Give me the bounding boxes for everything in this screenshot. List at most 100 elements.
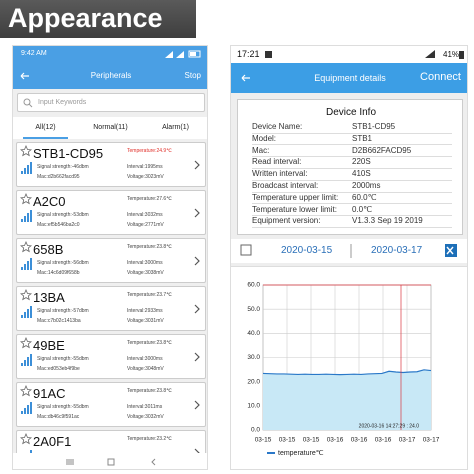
stop-button[interactable]: Stop <box>184 71 201 80</box>
back-arrow <box>20 72 29 80</box>
info-value: D2B662FACD95 <box>352 145 412 155</box>
signal-bar <box>21 219 23 222</box>
device-card[interactable]: 91AC Signal strength:-55dbm Mac:db46c9f591… <box>16 382 206 427</box>
x-tick-label: 03-15 <box>279 437 296 444</box>
info-value: STB1 <box>352 133 373 143</box>
star-icon <box>20 145 33 157</box>
info-divider <box>252 191 452 193</box>
tab[interactable]: Normal(11) <box>78 117 143 139</box>
chevron-icon <box>194 352 200 362</box>
temperature: Temperature:23.7℃ <box>127 292 172 298</box>
signal-bar <box>27 405 29 414</box>
info-value: 60.0℃ <box>352 192 377 202</box>
search-handle <box>28 103 33 108</box>
back-icon <box>20 72 29 80</box>
home-icon <box>107 458 115 466</box>
excel-x <box>446 246 454 255</box>
battery-text: 41% <box>443 50 460 59</box>
device-name: 49BE <box>33 338 65 353</box>
signal-bar <box>21 411 23 414</box>
chevron-icon <box>194 448 200 453</box>
device-name: STB1-CD95 <box>33 146 104 161</box>
device-card[interactable]: 13BA Signal strength:-57dbm Mac:c7b02c1413… <box>16 286 206 331</box>
temperature: Temperature:23.2℃ <box>127 436 172 442</box>
signal-icon <box>165 51 184 58</box>
voltage: Voltage:3048mV <box>127 366 164 372</box>
signal-bar <box>30 258 32 270</box>
chevron <box>194 352 200 362</box>
app-bar: Peripherals Stop <box>13 63 207 89</box>
info-value: 2000ms <box>352 181 381 190</box>
y-tick-label: 0.0 <box>251 427 260 434</box>
banner-title: Appearance <box>8 3 163 33</box>
mac-address: Mac:c7b02c1413ba <box>37 318 81 324</box>
date-to[interactable]: 2020-03-17 <box>371 245 423 256</box>
info-label: Device Name: <box>252 122 303 131</box>
info-label: Mac: <box>252 145 270 155</box>
signal-bar <box>30 162 32 174</box>
tab-label: Alarm(1) <box>162 124 189 131</box>
connect-button[interactable]: Connect <box>420 71 461 83</box>
temperature: Temperature:27.6℃ <box>127 196 172 202</box>
signal-bar <box>24 168 26 174</box>
x-tick-label: 03-15 <box>255 437 272 444</box>
left-phone: 9:42 AM Peripherals Stop Input Keywords All(… <box>12 45 208 470</box>
interval: Interval:3011ms <box>127 404 163 410</box>
info-label: Temperature upper limit: <box>252 192 339 202</box>
device-card[interactable]: 2A0F1 Temperature:23.2℃ <box>16 430 206 453</box>
chevron-icon <box>194 304 200 314</box>
device-icons <box>20 241 33 270</box>
info-label: Temperature lower limit: <box>252 204 337 214</box>
x-tick-label: 03-17 <box>423 437 440 444</box>
signal-strength: Signal strength:-46dbm <box>37 164 89 170</box>
status-icons <box>165 50 201 58</box>
star-icon <box>20 193 33 205</box>
search-placeholder: Input Keywords <box>38 99 87 106</box>
x-tick-label: 03-17 <box>399 437 416 444</box>
signal-bar <box>21 363 23 366</box>
chart: 0.0 10.0 20.0 30.0 40.0 50.0 60.0 03-15 03-15 03-… <box>247 282 440 457</box>
search-icon <box>23 98 33 108</box>
app-bar: Equipment details Connect <box>231 63 467 93</box>
device-card[interactable]: 658B Signal strength:-56dbm Mac:14c6d09f65… <box>16 238 206 283</box>
x-tick-label: 03-15 <box>303 437 320 444</box>
signal-bar <box>24 408 26 414</box>
signal-icons <box>425 50 435 58</box>
signal-bar <box>30 402 32 414</box>
back-arrow <box>241 74 250 82</box>
info-divider <box>252 132 452 134</box>
device-icons <box>20 337 33 366</box>
area <box>263 369 431 430</box>
device-card[interactable]: STB1-CD95 Signal strength:-46dbm Mac:d2b66… <box>16 142 206 187</box>
device-card[interactable]: A2C0 Signal strength:-53dbm Mac:ef5b546ba2… <box>16 190 206 235</box>
interval: Interval:3000ms <box>127 356 163 362</box>
signal-bar <box>21 171 23 174</box>
app-title: Peripherals <box>90 71 132 80</box>
voltage: Voltage:3023mV <box>127 174 164 180</box>
tab[interactable]: All(12) <box>13 117 78 139</box>
info-title: Device Info <box>325 107 377 118</box>
y-tick-label: 20.0 <box>247 378 260 385</box>
device-card[interactable]: 49BE Signal strength:-55dbm Mac:ed053eb4f9… <box>16 334 206 379</box>
mac-address: Mac:db46c9f591ac <box>37 414 80 420</box>
date-bar: 2020-03-15 2020-03-17 <box>231 239 467 263</box>
search-glass <box>23 98 31 106</box>
mac-address: Mac:ed053eb4f9be <box>37 366 80 372</box>
date-from[interactable]: 2020-03-15 <box>281 245 333 256</box>
signal-strength: Signal strength:-55dbm <box>37 356 89 362</box>
signal-bar <box>27 357 29 366</box>
search-box[interactable]: Input Keywords <box>17 93 205 112</box>
back-nav-icon <box>151 458 156 466</box>
chevron <box>194 256 200 266</box>
status-icons <box>265 50 464 59</box>
device-icons <box>20 193 33 222</box>
interval: Interval:2933ms <box>127 308 163 314</box>
info-label: Broadcast interval: <box>252 181 319 190</box>
y-tick-label: 60.0 <box>247 282 260 289</box>
info-divider <box>252 226 452 228</box>
status-bar: 9:42 AM <box>13 46 207 63</box>
tab[interactable]: Alarm(1) <box>143 117 207 139</box>
chevron <box>194 448 200 453</box>
tab-label: All(12) <box>35 124 56 131</box>
